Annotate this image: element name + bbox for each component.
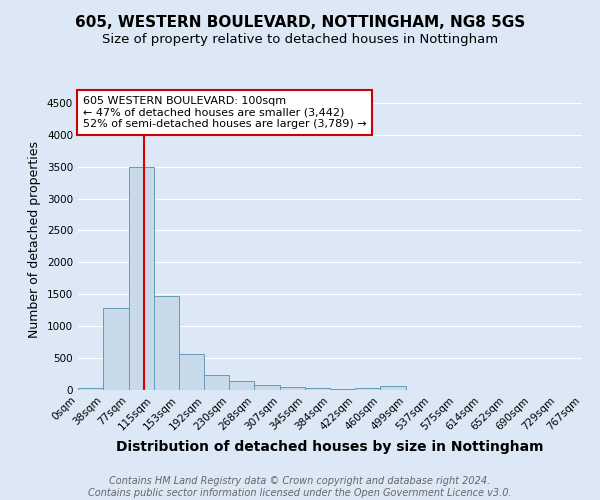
X-axis label: Distribution of detached houses by size in Nottingham: Distribution of detached houses by size … <box>116 440 544 454</box>
Bar <box>331 388 355 390</box>
Text: 605, WESTERN BOULEVARD, NOTTINGHAM, NG8 5GS: 605, WESTERN BOULEVARD, NOTTINGHAM, NG8 … <box>75 15 525 30</box>
Text: Contains HM Land Registry data © Crown copyright and database right 2024.
Contai: Contains HM Land Registry data © Crown c… <box>88 476 512 498</box>
Bar <box>128 166 154 390</box>
Text: 605 WESTERN BOULEVARD: 100sqm
← 47% of detached houses are smaller (3,442)
52% o: 605 WESTERN BOULEVARD: 100sqm ← 47% of d… <box>83 96 367 129</box>
Bar <box>229 382 254 390</box>
Bar <box>380 386 406 390</box>
Bar <box>355 388 380 390</box>
Bar <box>305 388 331 390</box>
Bar <box>179 354 204 390</box>
Bar <box>204 374 229 390</box>
Bar <box>103 308 128 390</box>
Bar <box>280 388 305 390</box>
Bar <box>154 296 179 390</box>
Bar <box>254 385 280 390</box>
Text: Size of property relative to detached houses in Nottingham: Size of property relative to detached ho… <box>102 32 498 46</box>
Y-axis label: Number of detached properties: Number of detached properties <box>28 142 41 338</box>
Bar <box>78 388 103 390</box>
